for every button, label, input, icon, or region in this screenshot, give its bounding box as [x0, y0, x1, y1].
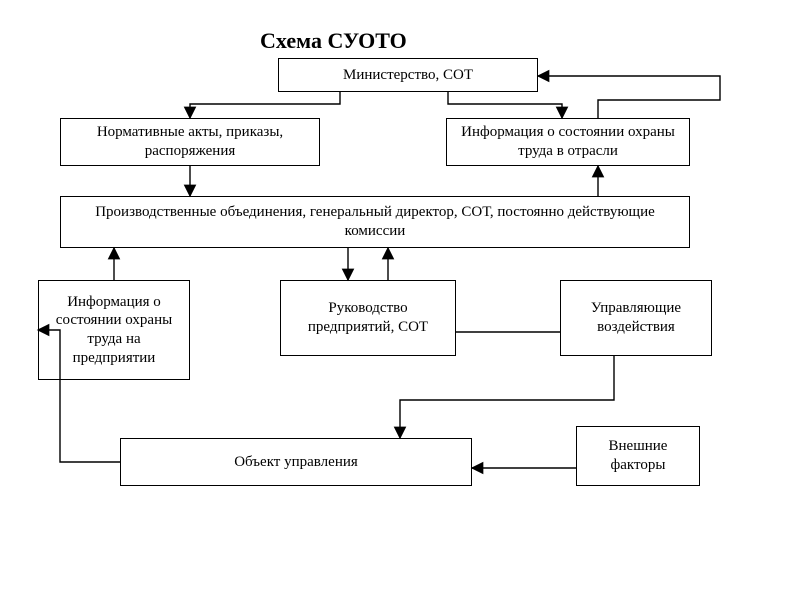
edge	[538, 76, 720, 118]
node-label: Нормативные акты, приказы, распоряжения	[67, 123, 313, 161]
node-associations: Производственные объединения, генеральны…	[60, 196, 690, 248]
edge	[448, 92, 562, 118]
node-info-enterprise: Информация о состоянии охраны труда на п…	[38, 280, 190, 380]
node-actions: Управляющие воздействия	[560, 280, 712, 356]
node-label: Управляющие воздействия	[567, 299, 705, 337]
diagram-title: Схема СУОТО	[260, 28, 407, 54]
node-label: Министерство, СОТ	[343, 66, 473, 85]
node-ministry: Министерство, СОТ	[278, 58, 538, 92]
node-label: Информация о состоянии охраны труда в от…	[453, 123, 683, 161]
node-label: Объект управления	[234, 453, 358, 472]
node-external: Внешние факторы	[576, 426, 700, 486]
node-label: Информация о состоянии охраны труда на п…	[45, 293, 183, 368]
edge	[190, 92, 340, 118]
node-label: Руководство предприятий, СОТ	[287, 299, 449, 337]
node-object: Объект управления	[120, 438, 472, 486]
node-label: Производственные объединения, генеральны…	[67, 203, 683, 241]
node-info-industry: Информация о состоянии охраны труда в от…	[446, 118, 690, 166]
node-label: Внешние факторы	[583, 437, 693, 475]
node-management: Руководство предприятий, СОТ	[280, 280, 456, 356]
node-acts: Нормативные акты, приказы, распоряжения	[60, 118, 320, 166]
